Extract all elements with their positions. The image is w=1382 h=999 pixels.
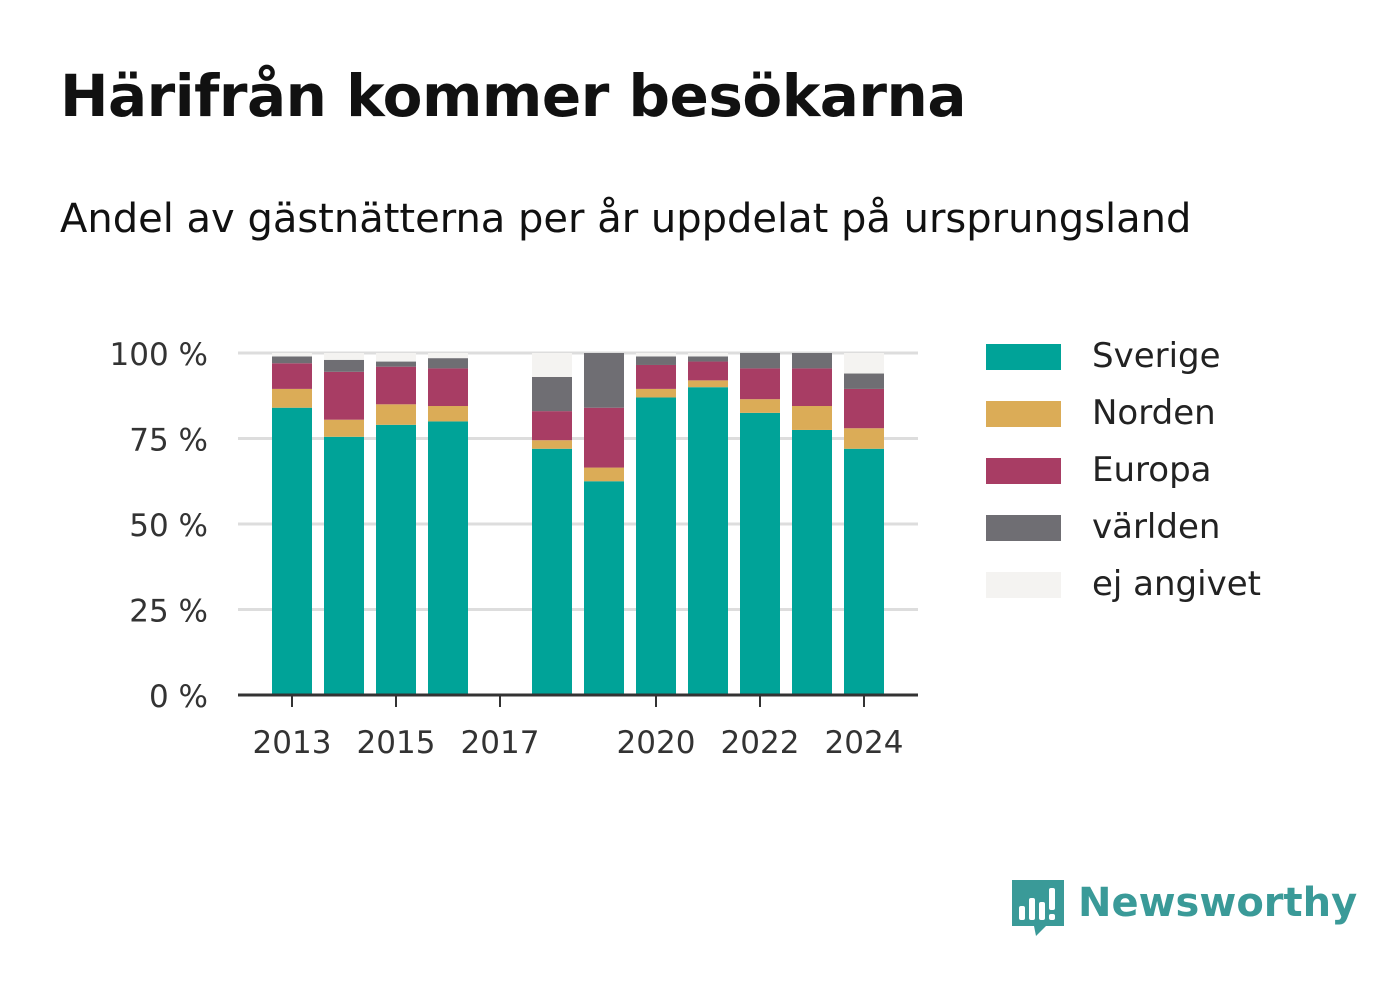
- legend-label: Europa: [1092, 450, 1212, 490]
- bar-stack-2024: [844, 353, 884, 695]
- bar-segment: [844, 373, 884, 389]
- bar-segment: [376, 366, 416, 405]
- bar-stack-2020: [636, 353, 676, 695]
- legend-swatch: [986, 344, 1061, 370]
- bar-segment: [324, 419, 364, 437]
- bar-segment: [324, 436, 364, 695]
- bar-segment: [428, 353, 468, 359]
- bar-stack-2022: [740, 353, 780, 695]
- bar-segment: [584, 353, 624, 408]
- bar-segment: [376, 424, 416, 695]
- legend-swatch: [986, 401, 1061, 427]
- x-axis: [238, 693, 918, 707]
- bar-segment: [376, 404, 416, 425]
- bar-segment: [740, 368, 780, 400]
- bar-segment: [324, 353, 364, 360]
- bar-segment: [532, 376, 572, 412]
- chart-title: Härifrån kommer besökarna: [60, 62, 966, 130]
- bar-segment: [272, 388, 312, 408]
- bar-segment: [740, 353, 780, 369]
- bar-stack-2023: [792, 353, 832, 695]
- x-tick-label: 2020: [617, 725, 696, 761]
- bar-segment: [636, 397, 676, 695]
- bar-segment: [844, 388, 884, 429]
- bar-stack-2019: [584, 353, 624, 695]
- bar-segment: [688, 380, 728, 388]
- legend-swatch: [986, 458, 1061, 484]
- brand-name: Newsworthy: [1078, 880, 1358, 926]
- bar-segment: [272, 407, 312, 695]
- bar-segment: [792, 353, 832, 369]
- bar-segment: [532, 353, 572, 377]
- bar-segment: [584, 467, 624, 482]
- bar-segment: [740, 399, 780, 413]
- bar-segment: [272, 353, 312, 357]
- chart-subtitle: Andel av gästnätterna per år uppdelat på…: [60, 196, 1192, 242]
- bar-segment: [844, 448, 884, 695]
- legend-label: ej angivet: [1092, 564, 1261, 604]
- bar-segment: [428, 358, 468, 369]
- bar-segment: [688, 387, 728, 695]
- x-tick-label: 2022: [721, 725, 800, 761]
- bar-segment: [376, 353, 416, 362]
- bar-segment: [636, 353, 676, 357]
- x-tick-label: 2013: [253, 725, 332, 761]
- x-axis-tick-labels: 2013 2015 2017 2020 2022 2024: [253, 725, 904, 761]
- legend-label: världen: [1092, 507, 1221, 547]
- bar-segment: [792, 429, 832, 695]
- bar-segment: [636, 356, 676, 365]
- y-tick-label: 100 %: [110, 337, 208, 373]
- bar-segment: [428, 406, 468, 422]
- bar-segment: [532, 448, 572, 695]
- bar-segment: [584, 481, 624, 695]
- y-tick-label: 25 %: [129, 594, 208, 630]
- bar-segment: [532, 440, 572, 449]
- bar-segment: [376, 361, 416, 367]
- y-tick-label: 0 %: [149, 679, 208, 715]
- bar-segment: [636, 388, 676, 398]
- bar-segment: [688, 356, 728, 362]
- legend-label: Sverige: [1092, 336, 1221, 376]
- x-tick-label: 2015: [357, 725, 436, 761]
- bar-segment: [324, 371, 364, 420]
- bar-segment: [272, 363, 312, 389]
- bars: [272, 353, 884, 695]
- bar-stack-2021: [688, 353, 728, 695]
- bar-stack-2014: [324, 353, 364, 695]
- bar-segment: [792, 368, 832, 407]
- bar-segment: [792, 406, 832, 430]
- bar-segment: [844, 353, 884, 374]
- y-tick-label: 75 %: [129, 423, 208, 459]
- bar-segment: [532, 411, 572, 441]
- bar-segment: [688, 361, 728, 381]
- bar-stack-2018: [532, 353, 572, 695]
- bar-segment: [428, 421, 468, 695]
- bar-segment: [584, 407, 624, 468]
- y-tick-label: 50 %: [129, 508, 208, 544]
- bar-segment: [636, 364, 676, 389]
- legend-swatch: [986, 572, 1061, 598]
- x-tick-label: 2017: [461, 725, 540, 761]
- speech-bubble-bar-chart-icon: [1012, 880, 1064, 936]
- bar-segment: [688, 353, 728, 357]
- bar-segment: [272, 356, 312, 364]
- y-axis-tick-labels: 0 % 25 % 50 % 75 % 100 %: [110, 337, 208, 715]
- bar-segment: [740, 412, 780, 695]
- legend-swatch: [986, 515, 1061, 541]
- bar-segment: [324, 359, 364, 372]
- bar-stack-2013: [272, 353, 312, 695]
- bar-stack-2016: [428, 353, 468, 695]
- legend-label: Norden: [1092, 393, 1216, 433]
- bar-stack-2015: [376, 353, 416, 695]
- x-tick-label: 2024: [825, 725, 904, 761]
- bar-segment: [844, 428, 884, 449]
- bar-segment: [428, 368, 468, 407]
